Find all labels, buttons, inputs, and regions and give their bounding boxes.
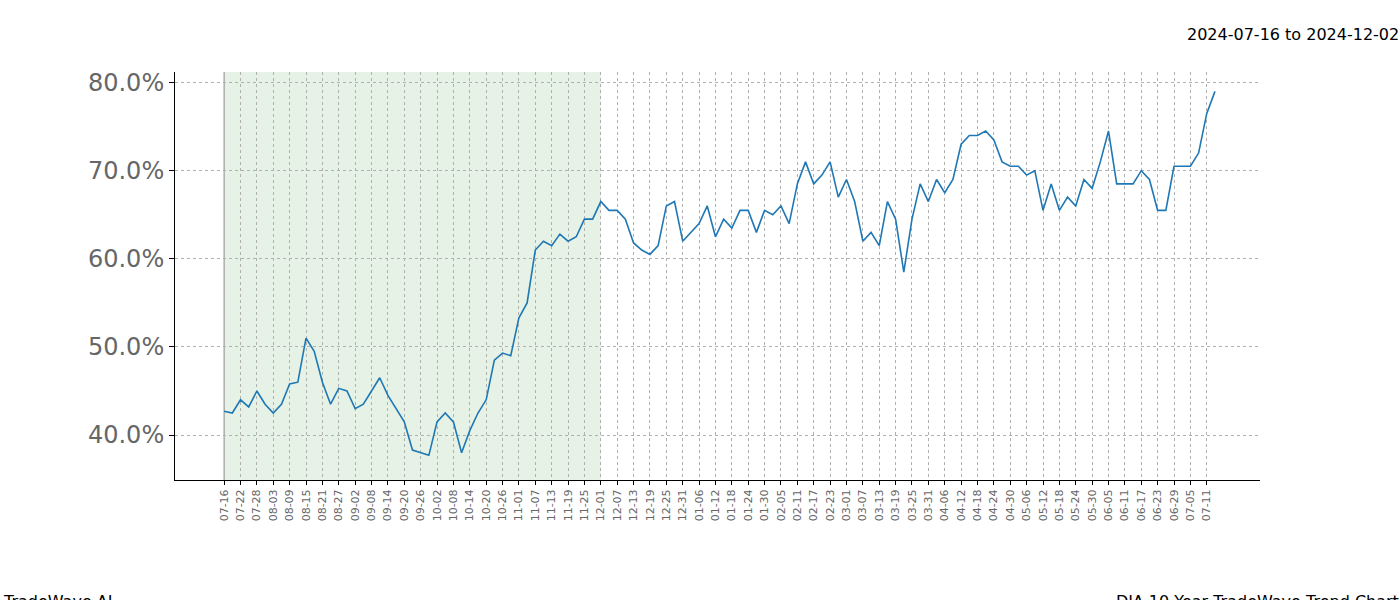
svg-text:09-20: 09-20 bbox=[398, 489, 411, 521]
svg-text:10-20: 10-20 bbox=[480, 489, 493, 521]
svg-text:60.0%: 60.0% bbox=[88, 245, 164, 273]
svg-text:07-22: 07-22 bbox=[234, 489, 247, 521]
svg-text:12-31: 12-31 bbox=[676, 489, 689, 521]
svg-text:06-23: 06-23 bbox=[1151, 489, 1164, 521]
svg-text:80.0%: 80.0% bbox=[88, 69, 164, 97]
svg-text:06-29: 06-29 bbox=[1168, 489, 1181, 521]
svg-text:11-01: 11-01 bbox=[512, 489, 525, 521]
svg-text:40.0%: 40.0% bbox=[88, 421, 164, 449]
svg-text:11-13: 11-13 bbox=[545, 489, 558, 521]
svg-text:50.0%: 50.0% bbox=[88, 333, 164, 361]
svg-text:12-01: 12-01 bbox=[594, 489, 607, 521]
svg-text:06-17: 06-17 bbox=[1135, 489, 1148, 521]
svg-text:10-14: 10-14 bbox=[463, 489, 476, 521]
svg-text:05-24: 05-24 bbox=[1069, 489, 1082, 521]
svg-text:08-03: 08-03 bbox=[267, 489, 280, 521]
svg-text:12-19: 12-19 bbox=[644, 489, 657, 521]
svg-text:09-14: 09-14 bbox=[381, 489, 394, 521]
svg-text:03-19: 03-19 bbox=[889, 489, 902, 521]
svg-text:02-05: 02-05 bbox=[775, 489, 788, 521]
svg-text:01-12: 01-12 bbox=[709, 489, 722, 521]
svg-text:10-26: 10-26 bbox=[496, 489, 509, 521]
svg-text:04-30: 04-30 bbox=[1004, 489, 1017, 521]
svg-text:09-02: 09-02 bbox=[349, 489, 362, 521]
svg-text:TradeWave.AI: TradeWave.AI bbox=[3, 592, 112, 600]
svg-text:03-31: 03-31 bbox=[922, 489, 935, 521]
svg-text:04-24: 04-24 bbox=[987, 489, 1000, 521]
svg-text:06-11: 06-11 bbox=[1118, 489, 1131, 521]
svg-text:11-19: 11-19 bbox=[562, 489, 575, 521]
svg-text:09-08: 09-08 bbox=[365, 489, 378, 521]
svg-text:05-12: 05-12 bbox=[1037, 489, 1050, 521]
svg-text:02-23: 02-23 bbox=[824, 489, 837, 521]
svg-text:09-26: 09-26 bbox=[414, 489, 427, 521]
svg-text:03-07: 03-07 bbox=[856, 489, 869, 521]
svg-text:07-11: 07-11 bbox=[1200, 489, 1213, 521]
svg-text:2024-07-16 to 2024-12-02: 2024-07-16 to 2024-12-02 bbox=[1187, 25, 1399, 44]
svg-text:05-06: 05-06 bbox=[1020, 489, 1033, 521]
svg-text:01-18: 01-18 bbox=[725, 489, 738, 521]
svg-text:08-27: 08-27 bbox=[332, 489, 345, 521]
svg-text:07-05: 07-05 bbox=[1184, 489, 1197, 521]
svg-text:12-07: 12-07 bbox=[611, 489, 624, 521]
svg-text:10-02: 10-02 bbox=[431, 489, 444, 521]
svg-text:07-28: 07-28 bbox=[250, 489, 263, 521]
svg-text:11-07: 11-07 bbox=[529, 489, 542, 521]
svg-text:03-01: 03-01 bbox=[840, 489, 853, 521]
svg-text:01-06: 01-06 bbox=[693, 489, 706, 521]
svg-text:08-09: 08-09 bbox=[283, 489, 296, 521]
svg-text:04-18: 04-18 bbox=[971, 489, 984, 521]
svg-text:12-25: 12-25 bbox=[660, 489, 673, 521]
svg-text:04-12: 04-12 bbox=[955, 489, 968, 521]
svg-text:70.0%: 70.0% bbox=[88, 157, 164, 185]
svg-text:10-08: 10-08 bbox=[447, 489, 460, 521]
svg-text:05-18: 05-18 bbox=[1053, 489, 1066, 521]
svg-text:04-06: 04-06 bbox=[938, 489, 951, 521]
svg-text:11-25: 11-25 bbox=[578, 489, 591, 521]
svg-text:08-15: 08-15 bbox=[300, 489, 313, 521]
svg-text:07-16: 07-16 bbox=[218, 489, 231, 521]
svg-text:01-30: 01-30 bbox=[758, 489, 771, 521]
svg-text:03-25: 03-25 bbox=[906, 489, 919, 521]
svg-text:05-30: 05-30 bbox=[1086, 489, 1099, 521]
svg-text:DJA 10 Year TradeWave Trend Ch: DJA 10 Year TradeWave Trend Chart bbox=[1116, 592, 1399, 600]
svg-text:12-13: 12-13 bbox=[627, 489, 640, 521]
svg-text:06-05: 06-05 bbox=[1102, 489, 1115, 521]
svg-text:03-13: 03-13 bbox=[873, 489, 886, 521]
svg-text:02-17: 02-17 bbox=[807, 489, 820, 521]
svg-text:02-11: 02-11 bbox=[791, 489, 804, 521]
svg-text:08-21: 08-21 bbox=[316, 489, 329, 521]
svg-text:01-24: 01-24 bbox=[742, 489, 755, 521]
